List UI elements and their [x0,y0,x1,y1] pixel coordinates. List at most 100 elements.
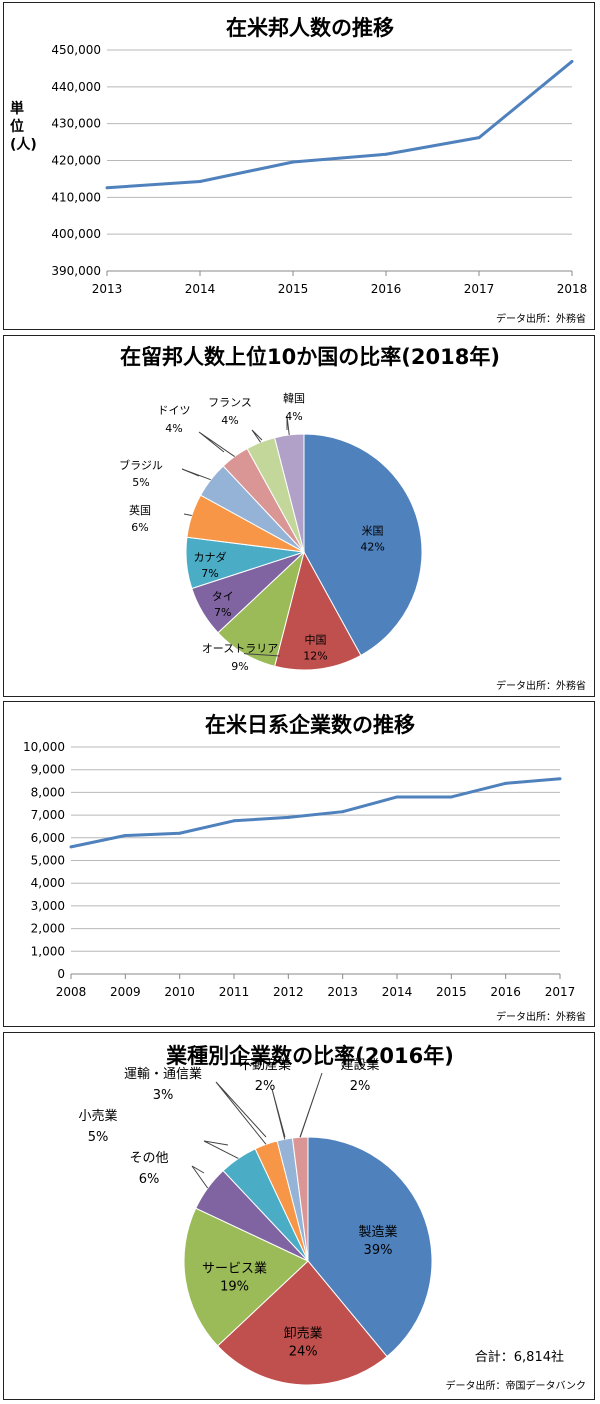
y-tick-label: 5,000 [31,854,65,868]
y-tick-label: 410,000 [51,190,101,204]
slice-percent: 19% [220,1280,249,1295]
slice-label: 中国 [305,633,327,646]
data-source: データ出所：外務省 [496,1010,586,1023]
x-tick-label: 2015 [436,985,467,999]
slice-label: フランス [208,396,252,409]
data-point [558,777,562,781]
slice-percent: 6% [139,1172,160,1187]
leader-line [181,468,211,481]
slice-label: 不動産業 [239,1057,291,1073]
slice-percent: 24% [289,1345,318,1360]
data-point [395,795,399,799]
y-axis-label: 単位(人) [10,100,37,153]
y-tick-label: 0 [57,967,65,981]
series-line [70,777,561,849]
slice-label: タイ [212,590,234,603]
series-line [106,60,573,190]
x-tick-label: 2017 [545,985,576,999]
y-tick-label: 1,000 [31,944,65,958]
x-tick-label: 2018 [557,282,588,296]
slice-label: 米国 [362,524,384,537]
x-tick-label: 2010 [164,985,195,999]
x-tick-label: 2013 [92,282,123,296]
slice-label: 製造業 [358,1224,397,1240]
y-tick-label: 430,000 [51,117,101,131]
x-tick-label: 2017 [464,282,495,296]
slice-label: ドイツ [158,404,191,417]
x-tick-label: 2008 [56,985,87,999]
chart-title: 在米邦人数の推移 [226,16,394,40]
slice-label: 運輸・通信業 [124,1066,202,1082]
y-tick-label: 420,000 [51,154,101,168]
y-tick-label: 6,000 [31,831,65,845]
chart-panel-japanese-residents: 在米邦人数の推移 単位(人) 390,000 400,000 410,000 420,… [3,2,595,330]
slice-label: その他 [129,1151,168,1166]
y-tick-label: 400,000 [51,227,101,241]
data-point [232,819,236,823]
pie-slice [291,1136,309,1262]
y-tick-label: 10,000 [23,740,65,754]
y-tick-label: 7,000 [31,808,65,822]
x-tick-label: 2015 [278,282,309,296]
y-tick-label: 450,000 [51,43,101,57]
leader-line [191,1165,209,1189]
data-source: データ出所：外務省 [496,679,586,692]
chart-title: 業種別企業数の比率(2016年) [166,1044,454,1068]
line-chart-japanese-companies: 在米日系企業数の推移 0 1,000 2,000 3,000 4,000 5,000 6,0… [23,713,586,1023]
slice-percent: 42% [360,540,384,553]
leader-line [243,653,281,657]
x-tick-label: 2014 [185,282,216,296]
data-point [105,186,109,190]
data-point [123,834,127,838]
slice-percent: 5% [132,476,149,489]
data-source: データ出所：外務省 [496,312,586,325]
y-tick-label: 3,000 [31,899,65,913]
y-tick-label: 390,000 [51,264,101,278]
slice-percent: 6% [131,521,148,534]
line-chart-japanese-residents: 在米邦人数の推移 単位(人) 390,000 400,000 410,000 420,… [10,16,588,325]
y-tick-label: 440,000 [51,80,101,94]
data-point [69,845,73,849]
slice-label: 英国 [129,503,151,517]
x-tick-label: 2014 [382,985,413,999]
pie-slice [216,1260,388,1386]
slice-percent: 3% [153,1088,174,1103]
leader-line [271,1088,286,1140]
slice-percent: 39% [364,1243,393,1258]
leader-line [251,429,263,443]
x-tick-label: 2012 [273,985,304,999]
slice-label: カナダ [194,550,227,564]
x-tick-label: 2009 [110,985,141,999]
x-tick-label: 2011 [219,985,250,999]
chart-panel-industry-share: 業種別企業数の比率(2016年) 製造業 39% 卸売業 24% サービス業 19% その他… [3,1032,595,1400]
slice-label: ブラジル [119,458,163,472]
slice-percent: 9% [231,660,248,673]
slice-percent: 12% [303,649,327,662]
data-point [504,781,508,785]
pie-slice [307,1136,433,1358]
data-point [198,179,202,183]
pie-chart-top10-countries: 在留邦人数上位10か国の比率(2018年) 米国 42% 中国 12% オーストラリア 9… [119,345,586,692]
pie-slice [183,1207,309,1347]
data-point [477,136,481,140]
data-point [341,810,345,814]
slice-percent: 7% [214,606,231,619]
slice-label: 小売業 [78,1108,117,1124]
y-tick-label: 4,000 [31,876,65,890]
leader-line [203,1140,239,1159]
slice-percent: 4% [165,422,182,435]
y-tick-label: 8,000 [31,785,65,799]
x-tick-label: 2013 [327,985,358,999]
data-point [291,160,295,164]
pie-slice [303,433,423,657]
slice-percent: 5% [88,1130,109,1145]
slice-percent: 7% [201,567,218,580]
pie-chart-industry-share: 業種別企業数の比率(2016年) 製造業 39% 卸売業 24% サービス業 19% その他… [78,1044,586,1392]
data-point [570,59,574,63]
leader-line [198,431,235,457]
data-point [449,795,453,799]
data-point [286,815,290,819]
slice-label: 韓国 [283,392,305,405]
chart-panel-japanese-companies: 在米日系企業数の推移 0 1,000 2,000 3,000 4,000 5,000 6,0… [3,701,595,1027]
slice-label: 建設業 [340,1057,379,1073]
